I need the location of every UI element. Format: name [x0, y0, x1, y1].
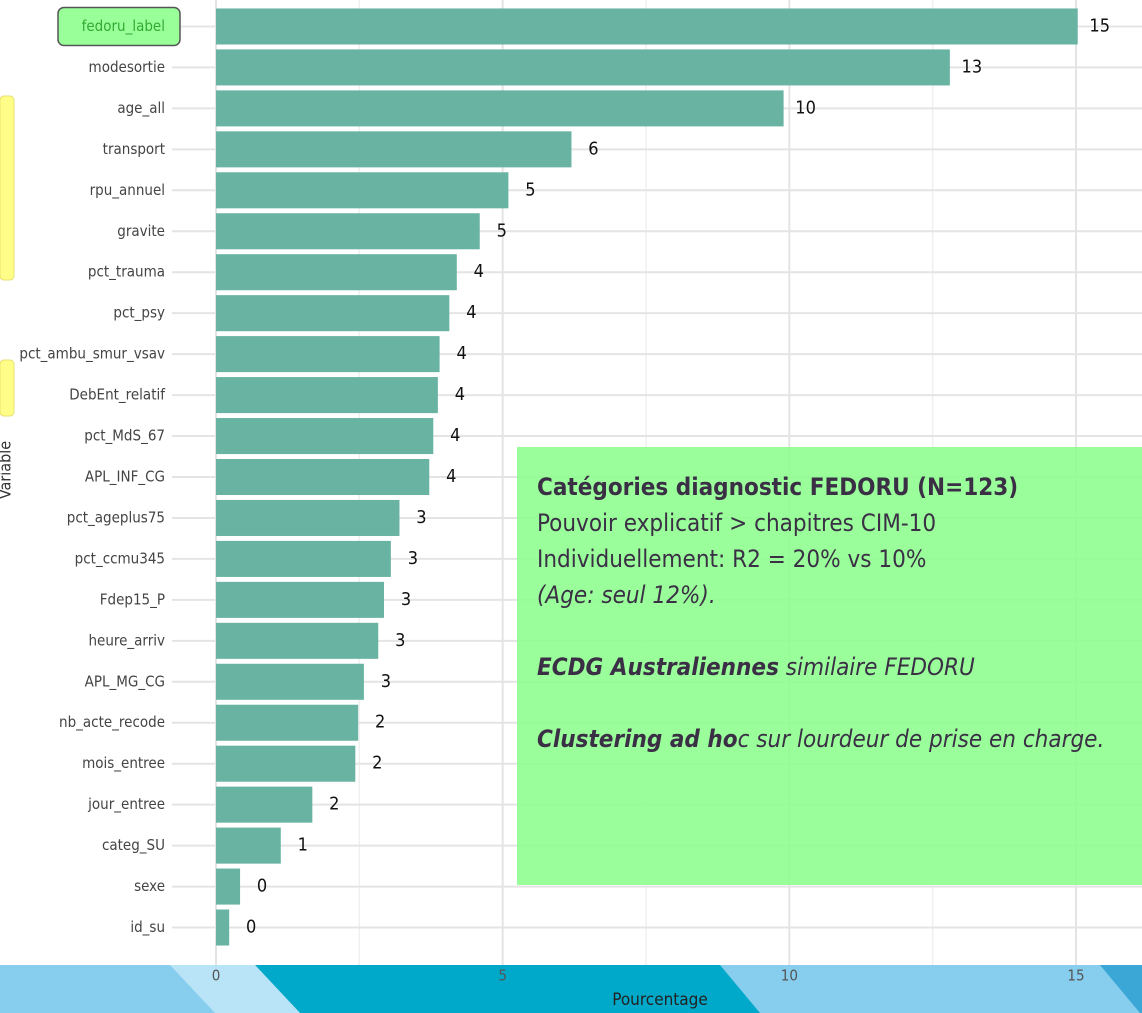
bar — [216, 336, 440, 373]
y-tick-label: jour_entree — [87, 795, 165, 814]
y-tick-label: transport — [103, 140, 165, 158]
band-shape — [255, 965, 760, 1013]
y-tick-label: gravite — [117, 222, 165, 240]
y-tick-label: heure_arriv — [88, 631, 165, 650]
bar — [216, 704, 359, 741]
annotation-line: ECDG Australiennes similaire FEDORU — [537, 649, 1142, 685]
bar — [216, 745, 356, 782]
bar — [216, 663, 364, 700]
value-label: 4 — [446, 466, 456, 487]
bar — [216, 868, 241, 905]
y-tick-label: Fdep15_P — [100, 590, 165, 609]
y-tick-label: pct_psy — [113, 304, 165, 323]
bar — [216, 377, 438, 414]
y-tick-label: pct_ambu_smur_vsav — [19, 345, 165, 364]
bar — [216, 786, 313, 823]
band-shape — [170, 965, 300, 1013]
footer-band — [0, 965, 1142, 1013]
side-box — [0, 359, 15, 417]
bar — [216, 909, 230, 946]
annotation-text: c sur lourdeur de prise en charge. — [737, 725, 1105, 753]
value-label: 2 — [372, 753, 382, 774]
x-axis-label: Pourcentage — [612, 990, 708, 1010]
value-label: 1 — [298, 835, 308, 856]
y-tick-label: DebEnt_relatif — [69, 386, 166, 405]
y-tick-label: pct_ccmu345 — [75, 549, 165, 568]
value-label: 13 — [962, 56, 983, 77]
y-tick-label: modesortie — [89, 58, 165, 76]
value-label: 5 — [525, 179, 535, 200]
y-tick-label: sexe — [134, 877, 165, 895]
x-tick-label: 10 — [781, 967, 798, 985]
bar — [216, 172, 509, 209]
annotation-bold: Clustering ad ho — [537, 725, 738, 753]
highlight-box — [57, 6, 181, 47]
value-label: 3 — [416, 507, 426, 528]
value-label: 4 — [450, 425, 460, 446]
x-tick-label: 0 — [212, 967, 221, 985]
annotation-line: Clustering ad hoc sur lourdeur de prise … — [537, 721, 1117, 757]
annotation-line: (Age: seul 12%). — [537, 581, 716, 609]
value-label: 10 — [795, 97, 816, 118]
bar — [216, 622, 379, 659]
side-box — [0, 95, 15, 281]
y-tick-label: age_all — [117, 99, 165, 118]
value-label: 3 — [408, 548, 418, 569]
value-label: 5 — [497, 220, 507, 241]
bar — [216, 213, 480, 250]
y-tick-label: mois_entree — [82, 754, 165, 773]
value-label: 4 — [474, 261, 484, 282]
value-label: 6 — [588, 138, 598, 159]
bar — [216, 540, 391, 577]
y-tick-label: pct_MdS_67 — [84, 427, 165, 446]
bar — [216, 254, 457, 291]
annotation-box: Catégories diagnostic FEDORU (N=123) Pou… — [517, 447, 1142, 885]
bar — [216, 90, 784, 127]
y-tick-label: APL_INF_CG — [85, 468, 165, 487]
y-tick-label: pct_trauma — [88, 263, 165, 282]
bar — [216, 458, 430, 496]
value-label: 0 — [257, 876, 267, 897]
value-label: 4 — [455, 384, 465, 405]
x-tick-label: 5 — [498, 967, 507, 985]
bar — [216, 8, 1078, 45]
bar — [216, 827, 281, 864]
bar — [216, 418, 434, 455]
bar — [216, 295, 450, 332]
annotation-line: Pouvoir explicatif > chapitres CIM-10 — [537, 509, 937, 537]
value-label: 4 — [456, 343, 466, 364]
bar — [216, 49, 950, 86]
bar — [216, 131, 572, 168]
y-tick-label: fedoru_label — [82, 17, 165, 36]
value-label: 2 — [329, 794, 339, 815]
value-label: 2 — [375, 712, 385, 733]
value-label: 3 — [381, 671, 391, 692]
value-label: 0 — [246, 917, 256, 938]
annotation-bold: ECDG Australiennes — [537, 653, 779, 681]
y-tick-label: rpu_annuel — [90, 181, 165, 200]
y-tick-label: nb_acte_recode — [59, 713, 165, 732]
annotation-title: Catégories diagnostic FEDORU (N=123) — [537, 473, 1019, 501]
y-tick-label: categ_SU — [102, 836, 165, 855]
value-label: 15 — [1089, 15, 1110, 36]
y-tick-label: pct_ageplus75 — [67, 508, 165, 527]
x-tick-label: 15 — [1067, 967, 1084, 985]
annotation-line: Individuellement: R2 = 20% vs 10% — [537, 545, 927, 573]
band-shape — [1100, 965, 1142, 1013]
value-label: 4 — [466, 302, 476, 323]
value-label: 3 — [401, 589, 411, 610]
value-label: 3 — [395, 630, 405, 651]
y-tick-label: id_su — [130, 918, 165, 937]
y-axis-label: Variable — [0, 441, 15, 499]
y-tick-label: APL_MG_CG — [85, 672, 165, 691]
annotation-text: similaire FEDORU — [778, 653, 975, 681]
bar — [216, 499, 400, 536]
bar — [216, 581, 384, 618]
